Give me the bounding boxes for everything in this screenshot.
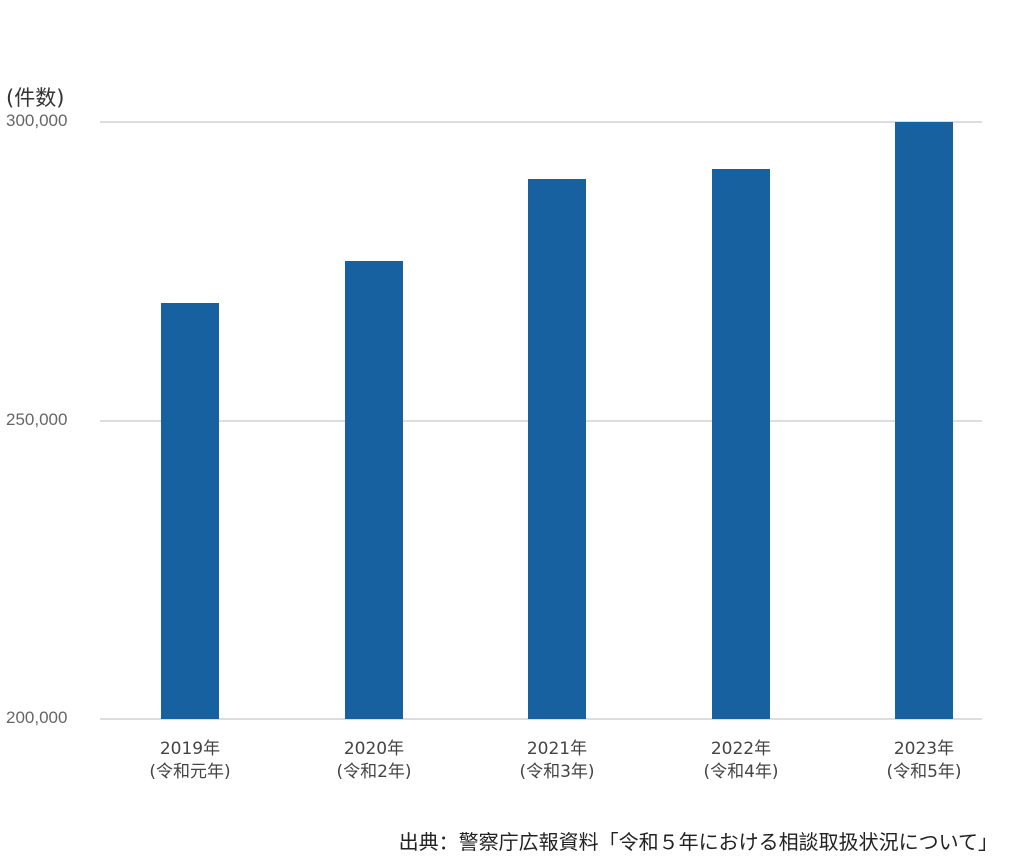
x-label-2019: 2019年 (令和元年) [120, 738, 260, 784]
gridline-300000 [100, 121, 982, 123]
x-label-era: (令和5年) [886, 762, 962, 782]
x-label-year: 2020年 [343, 739, 405, 759]
x-label-year: 2023年 [893, 739, 955, 759]
bar-2021 [528, 179, 586, 719]
y-tick-200000: 200,000 [6, 708, 68, 727]
x-label-2020: 2020年 (令和2年) [304, 738, 444, 784]
bar-2019 [161, 303, 219, 719]
bar-2020 [345, 261, 403, 719]
bar-2023 [895, 122, 953, 719]
x-label-era: (令和3年) [519, 762, 595, 782]
x-label-era: (令和元年) [149, 762, 231, 782]
bar-2022 [712, 169, 770, 719]
x-label-year: 2021年 [526, 739, 588, 759]
gridline-200000 [100, 718, 982, 720]
x-label-2021: 2021年 (令和3年) [487, 738, 627, 784]
y-tick-300000: 300,000 [6, 111, 68, 130]
y-axis-unit-label: (件数) [6, 86, 65, 110]
x-label-era: (令和4年) [703, 762, 779, 782]
y-tick-250000: 250,000 [6, 410, 68, 429]
x-label-year: 2022年 [710, 739, 772, 759]
x-label-era: (令和2年) [336, 762, 412, 782]
source-citation: 出典：警察庁広報資料「令和５年における相談取扱状況について」 [398, 830, 998, 854]
x-label-2022: 2022年 (令和4年) [671, 738, 811, 784]
x-label-year: 2019年 [159, 739, 221, 759]
x-label-2023: 2023年 (令和5年) [854, 738, 994, 784]
